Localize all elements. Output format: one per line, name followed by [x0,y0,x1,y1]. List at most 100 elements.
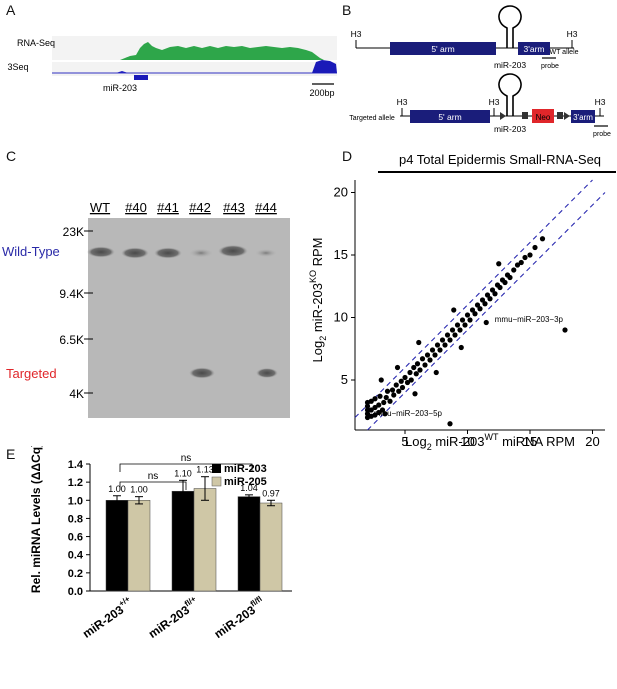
scatter-point [467,317,473,323]
bar-value-label: 1.13 [196,465,214,475]
scatter-x-tick-label: 5 [401,434,408,449]
wt-hairpin-icon [498,5,522,48]
scatter-x-axis-label: Log2 miR-203WT miRNA RPM [405,432,575,450]
legend-label-mir-205: miR-205 [224,476,267,488]
bar-y-tick-label: 0.4 [68,550,84,562]
scatter-x-tick-label: 10 [460,434,474,449]
scatter-point [479,297,486,303]
scatter-point [364,411,371,417]
scatter-point [414,361,421,367]
scatter-point [382,411,388,417]
scatter-point [452,332,458,338]
bar-mir-205-1 [193,488,217,592]
targeted-3arm-label: 3'arm [573,113,593,122]
scatter-point [364,407,371,413]
marker-4k-label: 4K [69,387,84,401]
scatter-point [492,291,498,297]
southern-blot-panel: WT #40 #41 #42 #43 #44 23K 9.4K 6.5K 4K … [2,200,290,418]
targeted-5arm-label: 5' arm [438,112,461,122]
scatter-point [379,407,386,413]
bar-value-label: 1.00 [130,485,148,495]
wildtype-band-label: Wild-Type [2,244,60,259]
neo-cassette-box [532,109,554,123]
3seq-peak-large [312,60,337,73]
3seq-track-bg [52,62,337,76]
scatter-point [434,342,441,348]
bar-y-tick-label: 1.0 [68,495,83,507]
lane-label-42: #42 [189,200,211,215]
targeted-3arm-box [571,110,595,123]
lane-label-44: #44 [255,200,277,215]
scatter-point [518,259,524,266]
scatter-point [522,254,528,261]
scatter-reference-line [354,179,593,418]
wt-5arm-box [390,42,496,55]
targeted-allele-name: Targeted allele [349,115,395,122]
scatter-point [464,312,471,318]
significance-bracket [119,481,187,490]
band-42-targeted [189,367,215,379]
scatter-point [393,382,399,388]
genome-browser-panel: RNA-Seq 3Seq miR-203 200bp [7,36,337,98]
scatter-point [507,274,513,281]
scatter-point [416,339,422,346]
scatter-point [487,296,493,302]
targeted-h3-right-label: H3 [595,97,606,107]
scatter-point [411,364,417,371]
wt-probe-label: probe [541,63,559,70]
scale-bar-label: 200bp [309,88,334,98]
legend-swatch-mir-203 [212,464,221,473]
panel-label-e: E [6,446,16,462]
wt-allele: H3 H3 5' arm 3'arm miR-203 WT allele pro… [351,5,579,70]
significance-label: ns [181,453,192,464]
scatter-point [372,404,378,411]
scatter-annotation: mmu−miR−203−3p [495,315,564,324]
scatter-point [511,267,517,273]
allele-diagram-panel: H3 H3 5' arm 3'arm miR-203 WT allele pro… [349,5,611,138]
scatter-point [427,357,433,363]
scatter-point [412,391,418,397]
panel-label-b: B [342,2,352,18]
scatter-point [439,337,446,343]
bar-category-label: miR-203fl/+ [145,594,202,641]
scatter-point [462,322,468,328]
wt-3arm-label: 3'arm [524,44,545,54]
scatter-point [394,364,401,371]
scatter-point [413,371,419,377]
scatter-point [489,287,496,293]
bar-legend: miR-203 miR-205 [211,463,267,488]
scatter-point [383,394,389,401]
scatter-point [451,307,457,313]
wt-h3-left-label: H3 [351,29,362,39]
scatter-x-tick-label: 20 [585,434,599,449]
bar-y-tick-label: 0.2 [68,568,83,580]
significance-bracket [119,463,253,472]
scatter-point [442,342,448,348]
scatter-point [391,392,397,398]
scatter-point [477,306,483,312]
wt-3arm-box [518,42,550,55]
scatter-point [459,317,466,323]
targeted-mir-label: miR-203 [494,124,526,134]
bar-mir-203-1 [171,490,195,592]
scatter-chart: p4 Total Epidermis Small-RNA-Seq 5 10 15 20… [308,152,616,450]
legend-swatch-mir-205 [211,476,222,487]
targeted-h3-left-label: H3 [397,97,408,107]
scatter-point [376,402,382,408]
scatter-point [404,379,411,386]
loxp-arrow-2-icon [564,112,570,120]
scatter-point [484,292,491,298]
targeted-allele: H3 H3 H3 5' arm Neo 3'arm miR-203 Target… [349,73,611,138]
lane-headers: WT #40 #41 #42 #43 #44 [90,200,277,215]
scatter-point [444,332,451,338]
scatter-point [372,396,378,402]
scatter-point [381,399,387,406]
wildtype-bands [87,245,277,259]
targeted-h3-mid-label: H3 [489,97,500,107]
marker-23k-label: 23K [63,225,84,239]
scatter-point [539,236,546,242]
scatter-point [562,327,568,333]
bar-y-axis-label: Rel. miRNA Levels (ΔΔCq) [29,446,43,593]
bar-y-tick-label: 0.0 [68,586,83,598]
rnaseq-coverage [52,42,324,60]
